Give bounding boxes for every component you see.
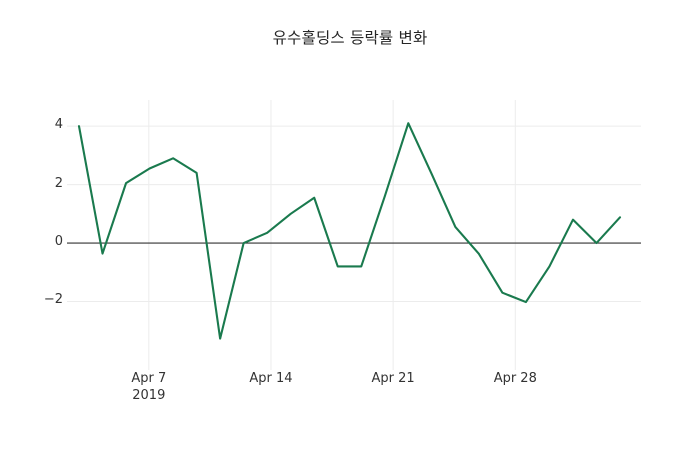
x-tick-primary: Apr 7 (131, 371, 167, 386)
y-tick-label: 2 (54, 175, 63, 191)
y-tick-label: −2 (43, 292, 63, 308)
chart-title: 유수홀딩스 등락률 변화 (272, 29, 428, 47)
x-tick-primary: Apr 21 (371, 371, 415, 386)
x-tick-label: Apr 14 (211, 370, 331, 387)
x-tick-label: Apr 21 (333, 370, 453, 387)
data-line-series (77, 122, 622, 340)
x-tick-label: Apr 28 (455, 370, 575, 387)
x-tick-label: Apr 7 2019 (89, 370, 209, 404)
x-tick-secondary: 2019 (132, 388, 166, 403)
y-tick-label: 4 (54, 117, 63, 133)
x-tick-primary: Apr 14 (249, 371, 293, 386)
y-tick-label: 0 (54, 234, 63, 250)
gridlines (67, 100, 641, 370)
x-tick-primary: Apr 28 (493, 371, 537, 386)
